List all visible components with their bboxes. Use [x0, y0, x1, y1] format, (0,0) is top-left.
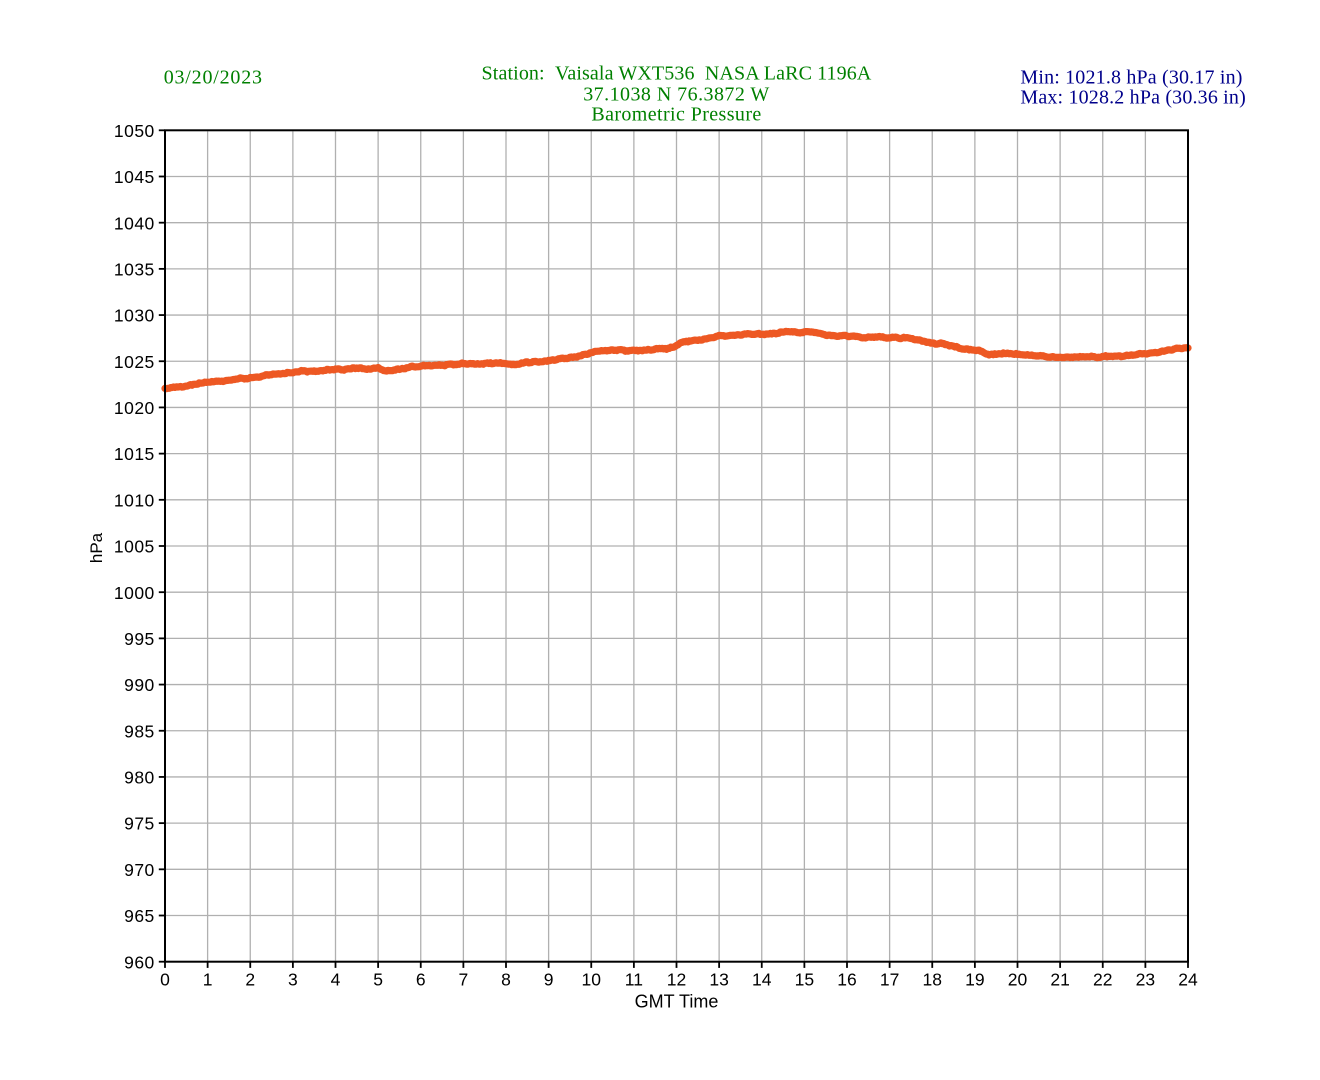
svg-text:11: 11 [625, 970, 643, 990]
svg-text:1045: 1045 [114, 167, 155, 187]
svg-text:37.1038 N 76.3872 W: 37.1038 N 76.3872 W [583, 83, 770, 105]
svg-text:1010: 1010 [114, 490, 155, 510]
svg-text:2: 2 [245, 970, 255, 990]
svg-text:23: 23 [1136, 970, 1155, 990]
svg-text:1050: 1050 [114, 121, 155, 141]
svg-text:1035: 1035 [114, 259, 155, 279]
svg-text:960: 960 [124, 952, 155, 972]
svg-text:16: 16 [837, 970, 856, 990]
svg-text:24: 24 [1178, 970, 1198, 990]
svg-text:980: 980 [124, 768, 155, 788]
svg-text:GMT Time: GMT Time [635, 992, 719, 1012]
svg-text:6: 6 [416, 970, 426, 990]
svg-text:Barometric Pressure: Barometric Pressure [591, 104, 761, 126]
svg-text:4: 4 [331, 970, 341, 990]
svg-text:18: 18 [923, 970, 942, 990]
svg-text:Station: Vaisala WXT536 NASA: Station: Vaisala WXT536 NASA LaRC 1196A [482, 63, 872, 85]
svg-text:1015: 1015 [114, 444, 155, 464]
svg-text:21: 21 [1050, 970, 1069, 990]
svg-text:Min: 1021.8 hPa (30.17 in): Min: 1021.8 hPa (30.17 in) [1020, 67, 1242, 89]
svg-text:995: 995 [124, 629, 155, 649]
svg-text:1025: 1025 [114, 352, 155, 372]
svg-text:14: 14 [752, 970, 772, 990]
svg-text:hPa: hPa [87, 532, 106, 563]
svg-text:990: 990 [124, 675, 155, 695]
svg-text:965: 965 [124, 906, 155, 926]
svg-text:985: 985 [124, 721, 155, 741]
svg-text:0: 0 [160, 970, 170, 990]
svg-text:13: 13 [709, 970, 728, 990]
svg-text:975: 975 [124, 814, 155, 834]
svg-text:5: 5 [373, 970, 383, 990]
svg-text:970: 970 [124, 860, 155, 880]
svg-text:1: 1 [203, 970, 213, 990]
svg-text:1040: 1040 [114, 213, 155, 233]
svg-text:Max: 1028.2 hPa (30.36 in): Max: 1028.2 hPa (30.36 in) [1020, 87, 1246, 109]
svg-text:17: 17 [880, 970, 899, 990]
svg-text:22: 22 [1093, 970, 1112, 990]
svg-text:20: 20 [1008, 970, 1028, 990]
svg-text:1000: 1000 [114, 583, 155, 603]
svg-text:10: 10 [582, 970, 602, 990]
svg-text:12: 12 [667, 970, 686, 990]
svg-text:19: 19 [965, 970, 984, 990]
svg-text:1030: 1030 [114, 306, 155, 326]
svg-text:3: 3 [288, 970, 298, 990]
svg-text:1020: 1020 [114, 398, 155, 418]
svg-text:9: 9 [544, 970, 554, 990]
svg-text:03/20/2023: 03/20/2023 [164, 67, 263, 89]
svg-text:15: 15 [795, 970, 814, 990]
svg-text:8: 8 [501, 970, 511, 990]
svg-text:1005: 1005 [114, 537, 155, 557]
svg-text:7: 7 [459, 970, 469, 990]
